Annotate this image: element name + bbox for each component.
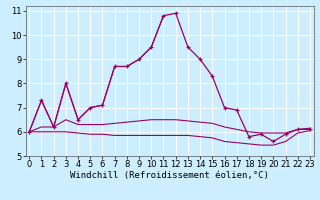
X-axis label: Windchill (Refroidissement éolien,°C): Windchill (Refroidissement éolien,°C) — [70, 171, 269, 180]
